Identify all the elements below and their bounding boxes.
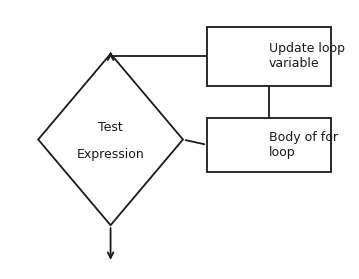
Text: Body of for
loop: Body of for loop xyxy=(269,131,338,159)
Text: Update loop
variable: Update loop variable xyxy=(269,42,345,71)
Bar xyxy=(207,27,331,86)
Text: Test: Test xyxy=(98,121,123,134)
Bar xyxy=(207,118,331,172)
Text: Expression: Expression xyxy=(77,148,144,161)
